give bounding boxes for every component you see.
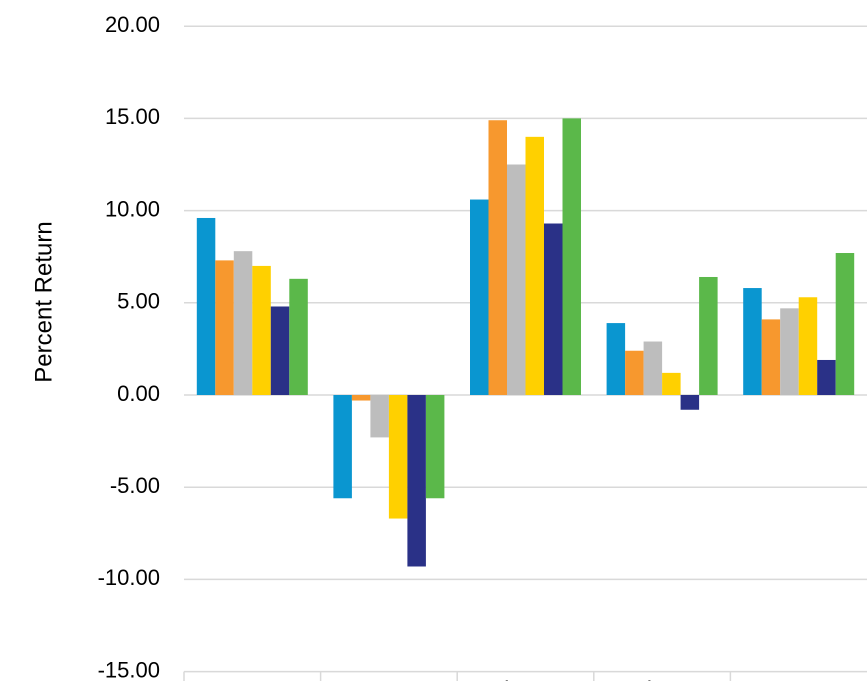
y-tick-label: 5.00 <box>117 289 160 314</box>
bar <box>606 323 626 395</box>
bar <box>662 372 681 395</box>
bar <box>743 288 762 395</box>
x-category-label: Tran <box>774 677 822 681</box>
bar <box>562 118 581 396</box>
bar <box>270 306 290 395</box>
y-tick-label: -10.00 <box>98 565 160 590</box>
y-tick-label: 20.00 <box>105 12 160 37</box>
bar <box>351 395 371 401</box>
bar <box>507 164 526 395</box>
bars <box>196 118 855 567</box>
bar <box>289 278 308 395</box>
y-tick-label: 0.00 <box>117 381 160 406</box>
bar <box>370 395 389 438</box>
bar <box>488 120 507 395</box>
bar <box>470 199 489 395</box>
y-axis-title: Percent Return <box>30 221 57 382</box>
y-tick-label: 10.00 <box>105 196 160 221</box>
bar <box>333 395 352 499</box>
bar <box>625 350 644 395</box>
y-tick-label: -15.00 <box>98 657 160 681</box>
bar <box>407 395 426 567</box>
bar <box>761 319 781 395</box>
bar <box>196 217 216 395</box>
bar <box>817 359 836 395</box>
y-tick-labels: 20.00 15.00 10.00 5.00 0.00 -5.00 -10.00 -15.00 <box>98 12 160 681</box>
x-axis-categories: Consumt Consu Financ Finan Tran <box>204 677 823 681</box>
bar <box>425 395 445 499</box>
bar <box>544 223 563 395</box>
bar <box>798 297 818 395</box>
x-category-label: Finan <box>632 677 692 681</box>
bar <box>525 136 544 395</box>
bar <box>699 276 718 395</box>
bar <box>835 253 855 395</box>
bar <box>680 395 700 410</box>
bar <box>643 341 663 395</box>
x-category-label: Financ <box>489 677 561 681</box>
bar <box>233 251 253 395</box>
bar <box>215 260 234 395</box>
bar <box>780 308 799 395</box>
x-category-label: Consumt <box>204 677 300 681</box>
y-tick-label: -5.00 <box>110 473 160 498</box>
x-category-label: Consu <box>354 677 423 681</box>
bar <box>388 395 408 519</box>
y-tick-label: 15.00 <box>105 104 160 129</box>
bar <box>252 265 271 395</box>
